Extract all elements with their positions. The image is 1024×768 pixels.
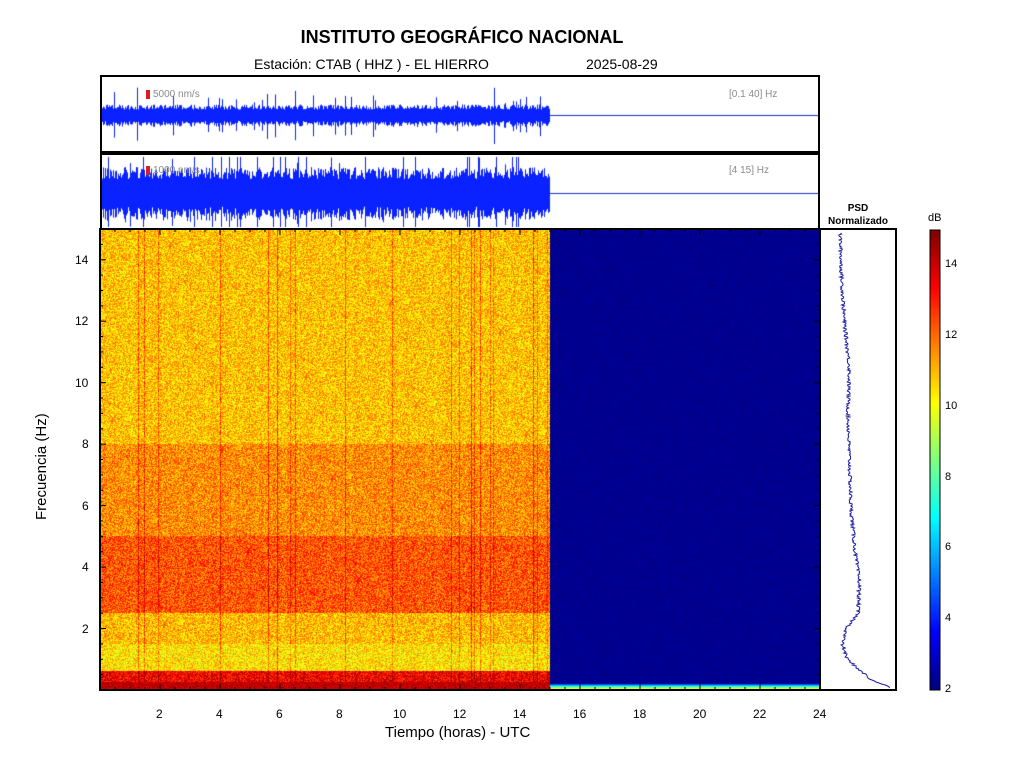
colorbar-tick-label: 4 xyxy=(945,612,952,625)
spectrogram xyxy=(101,230,819,690)
x-tick-label: 10 xyxy=(393,707,407,721)
x-tick-label: 12 xyxy=(453,707,467,721)
y-tick-label: 8 xyxy=(82,437,89,452)
colorbar-tick-label: 2 xyxy=(945,683,952,695)
psd-title: PSD xyxy=(847,203,869,214)
trace-band-label: [4 15] Hz xyxy=(729,165,770,176)
x-tick-label: 24 xyxy=(813,707,827,721)
page-title: INSTITUTO GEOGRÁFICO NACIONAL xyxy=(300,27,624,47)
colorbar-frame xyxy=(929,229,941,691)
x-axis-title: Tiempo (horas) - UTC xyxy=(385,724,531,741)
y-axis-title: Frecuencia (Hz) xyxy=(33,413,50,520)
x-tick-label: 20 xyxy=(693,707,707,721)
amplitude-scale-marker xyxy=(146,90,150,99)
trace-panel-broadband: 5000 nm/s [0.1 40] Hz xyxy=(100,75,820,153)
colorbar-tick-label: 6 xyxy=(945,541,952,554)
trace-filtered xyxy=(102,155,818,229)
psd-subtitle: Normalizado xyxy=(827,216,888,227)
station-label: Estación: CTAB ( HHZ ) - EL HIERRO xyxy=(254,56,489,72)
x-tick-label: 22 xyxy=(753,707,767,721)
trace-band-label: [0.1 40] Hz xyxy=(729,89,778,100)
x-tick-label: 4 xyxy=(216,707,223,721)
colorbar-unit: dB xyxy=(928,212,942,224)
x-tick-label: 18 xyxy=(633,707,647,721)
y-tick-label: 2 xyxy=(82,621,89,636)
y-tick-label: 14 xyxy=(75,252,89,267)
psd-frame xyxy=(819,228,897,691)
colorbar-tick-label: 10 xyxy=(945,399,958,412)
colorbar-tick-label: 14 xyxy=(945,258,958,271)
colorbar-tick-label: 8 xyxy=(945,470,952,483)
x-tick-label: 16 xyxy=(573,707,587,721)
trace-scale-label: 5000 nm/s xyxy=(153,89,200,100)
x-tick-label: 2 xyxy=(156,707,163,721)
y-tick-label: 10 xyxy=(75,375,89,390)
x-tick-label: 6 xyxy=(276,707,283,721)
date-label: 2025-08-29 xyxy=(586,56,658,72)
colorbar-tick-label: 12 xyxy=(945,329,958,342)
colorbar xyxy=(930,230,940,690)
y-tick-label: 4 xyxy=(82,560,89,575)
y-tick-label: 12 xyxy=(75,314,89,329)
trace-scale-label: 1000 nm/s xyxy=(153,165,200,176)
psd-curve xyxy=(837,232,890,689)
trace-broadband xyxy=(102,77,818,151)
spectrogram-frame xyxy=(99,228,821,691)
y-tick-label: 6 xyxy=(82,498,89,513)
x-tick-label: 8 xyxy=(336,707,343,721)
x-tick-label: 14 xyxy=(513,707,527,721)
trace-panel-filtered: 1000 nm/s [4 15] Hz xyxy=(100,153,820,231)
amplitude-scale-marker xyxy=(146,166,150,175)
